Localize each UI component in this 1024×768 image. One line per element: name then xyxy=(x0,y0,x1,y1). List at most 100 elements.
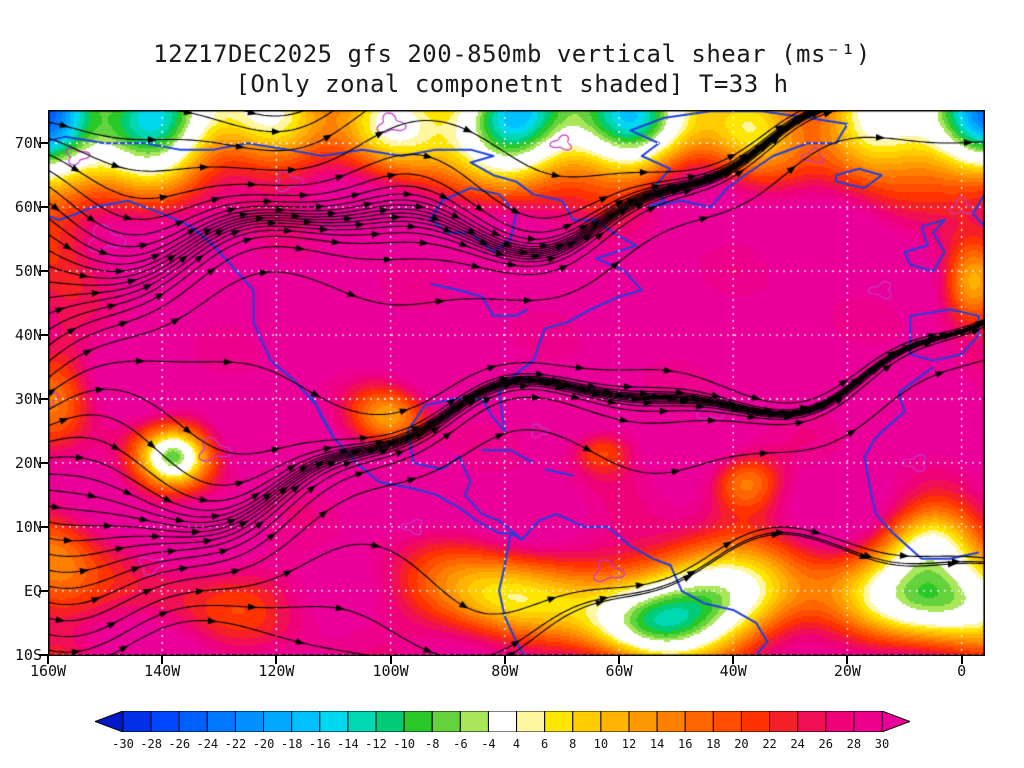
colorbar-tick-label: 28 xyxy=(846,737,862,751)
colorbar-right-arrow xyxy=(881,710,912,733)
lat-axis-tick xyxy=(39,653,48,656)
colorbar-tick-label: -14 xyxy=(337,737,359,751)
colorbar-cell xyxy=(487,710,518,733)
colorbar-cell xyxy=(516,710,546,733)
colorbar-left-arrow xyxy=(93,710,124,733)
lon-tick-label: 0 xyxy=(957,662,967,680)
colorbar-cell xyxy=(656,710,686,733)
colorbar-tick-label: -30 xyxy=(112,737,134,751)
colorbar-cell xyxy=(263,710,293,733)
colorbar-cell xyxy=(206,710,236,733)
colorbar-tick-label: -16 xyxy=(308,737,331,751)
lat-axis-tick xyxy=(39,397,48,400)
lat-tick-label: 40N xyxy=(14,326,42,345)
lat-axis-tick xyxy=(39,589,48,592)
colorbar-tick-label: -26 xyxy=(168,737,191,751)
colorbar-cell xyxy=(347,710,377,733)
colorbar-cell xyxy=(684,710,714,733)
lat-axis-tick xyxy=(39,461,48,464)
colorbar-tick-label: -18 xyxy=(280,737,303,751)
colorbar-tick-label: 8 xyxy=(569,737,577,751)
lat-tick-label: 20N xyxy=(14,453,42,472)
colorbar-tick-label: 10 xyxy=(593,737,609,751)
colorbar-cell xyxy=(178,710,208,733)
colorbar-cell xyxy=(712,710,742,733)
colorbar-cell xyxy=(600,710,630,733)
colorbar-tick-label: 6 xyxy=(541,737,549,751)
chart-subtitle: [Only zonal componetnt shaded] T=33 h xyxy=(235,70,789,98)
colorbar-tick-label: -28 xyxy=(140,737,162,751)
colorbar-cell xyxy=(375,710,405,733)
colorbar-tick-label: 12 xyxy=(621,737,637,751)
lon-tick-label: 160W xyxy=(29,662,67,680)
colorbar-tick-label: 4 xyxy=(512,737,521,751)
shear-streamline-map-canvas xyxy=(48,110,985,656)
colorbar-cell xyxy=(769,710,799,733)
colorbar-tick-label: 26 xyxy=(818,737,833,751)
colorbar-tick-label: 20 xyxy=(734,737,749,751)
colorbar-cell xyxy=(403,710,433,733)
colorbar-tick-label: -20 xyxy=(252,737,275,751)
colorbar-cell xyxy=(628,710,658,733)
map-plot-frame xyxy=(48,110,985,656)
lon-axis-tick xyxy=(960,656,963,664)
lon-tick-label: 140W xyxy=(144,662,181,680)
colorbar-cell xyxy=(572,710,602,733)
colorbar-tick-label: 22 xyxy=(762,737,777,751)
lon-tick-label: 80W xyxy=(491,662,519,680)
colorbar-tick-label: -4 xyxy=(481,737,496,751)
colorbar-cell xyxy=(431,710,461,733)
chart-title: 12Z17DEC2025 gfs 200-850mb vertical shea… xyxy=(153,40,871,68)
colorbar-tick-label: 24 xyxy=(790,737,805,751)
colorbar-tick-label: -12 xyxy=(365,737,387,751)
lat-tick-label: 10S xyxy=(14,645,42,664)
lon-axis-tick xyxy=(389,656,392,664)
lon-axis-tick xyxy=(503,656,506,664)
colorbar-cell xyxy=(853,710,883,733)
colorbar-tick-label: -22 xyxy=(224,737,247,751)
colorbar-cell xyxy=(122,710,152,733)
colorbar-cell xyxy=(150,710,180,733)
colorbar-tick-label: 18 xyxy=(706,737,721,751)
lat-axis-tick xyxy=(39,142,48,145)
colorbar-cell xyxy=(825,710,855,733)
lon-tick-label: 120W xyxy=(258,662,295,680)
colorbar-cell xyxy=(797,710,827,733)
lon-axis-tick xyxy=(275,656,278,664)
colorbar-tick-label: 14 xyxy=(649,737,665,751)
lon-axis-tick xyxy=(47,656,49,664)
colorbar-tick-label: -8 xyxy=(424,737,440,751)
lon-tick-label: 60W xyxy=(605,662,633,680)
lon-axis-tick xyxy=(161,656,164,664)
colorbar-tick-label: -24 xyxy=(196,737,219,751)
lat-tick-label: 50N xyxy=(14,262,42,281)
colorbar-cell xyxy=(544,710,574,733)
lon-axis-tick xyxy=(846,656,849,664)
colorbar-tick-label: 16 xyxy=(677,737,693,751)
lon-axis-tick xyxy=(732,656,735,664)
lat-tick-label: 30N xyxy=(14,389,42,408)
lat-tick-label: 70N xyxy=(14,134,42,153)
lat-axis-tick xyxy=(39,270,48,273)
colorbar-svg xyxy=(93,710,912,733)
shear-colorbar xyxy=(93,710,912,733)
lat-axis-tick xyxy=(39,206,48,209)
colorbar-cell xyxy=(319,710,349,733)
colorbar-cell xyxy=(234,710,265,733)
colorbar-cell xyxy=(291,710,321,733)
colorbar-cell xyxy=(740,710,771,733)
lat-axis-tick xyxy=(39,525,48,528)
lon-tick-label: 40W xyxy=(719,662,747,680)
colorbar-cell xyxy=(459,710,489,733)
lon-axis-tick xyxy=(617,656,620,664)
lon-tick-label: 100W xyxy=(372,662,409,680)
lat-tick-label: 60N xyxy=(14,198,42,217)
lat-tick-label: 10N xyxy=(14,517,42,536)
colorbar-tick-label: -10 xyxy=(393,737,415,751)
lat-tick-label: EQ xyxy=(23,581,42,600)
colorbar-tick-label: 30 xyxy=(874,737,890,751)
lat-axis-tick xyxy=(39,334,48,337)
lon-tick-label: 20W xyxy=(833,662,861,680)
colorbar-tick-label: -6 xyxy=(453,737,468,751)
